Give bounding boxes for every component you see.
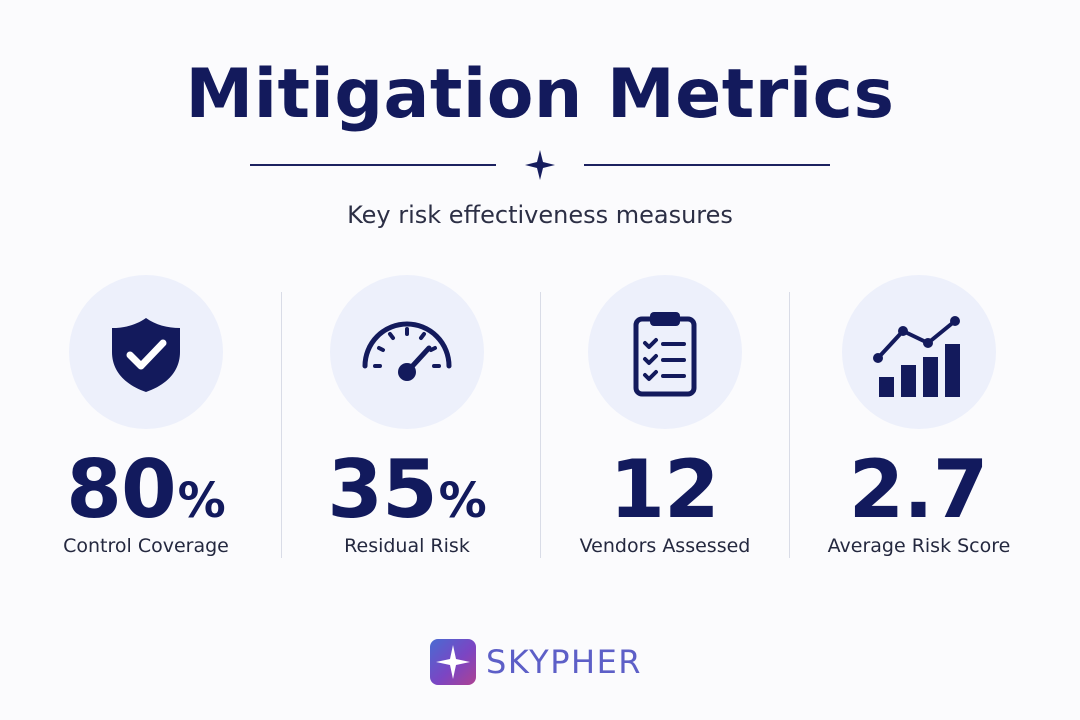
speedometer-gauge-icon [362, 321, 452, 381]
title-divider-right [584, 164, 830, 166]
column-separator [789, 292, 790, 558]
page-title: Mitigation Metrics [185, 55, 895, 134]
bar-line-chart-icon [873, 316, 960, 397]
metric-unit: % [177, 473, 226, 529]
metric-label: Vendors Assessed [579, 535, 751, 557]
metric-number: 2.7 [848, 443, 989, 536]
metric-unit: % [438, 473, 487, 529]
metric-value: 35% [282, 441, 532, 561]
icon-circle [588, 275, 742, 429]
title-divider-left [250, 164, 496, 166]
metric-label: Average Risk Score [827, 535, 1011, 557]
metric-value: 80% [21, 441, 271, 561]
metric-number: 12 [609, 443, 719, 536]
metric-label: Residual Risk [344, 535, 470, 557]
brand-footer: SKYPHER [430, 639, 690, 685]
icon-circle [69, 275, 223, 429]
clipboard-checklist-icon [633, 312, 697, 397]
metric-number: 35 [327, 443, 437, 536]
icon-circle [842, 275, 996, 429]
metric-label: Control Coverage [63, 535, 229, 557]
metric-value: 2.7 [794, 441, 1044, 561]
column-separator [281, 292, 282, 558]
icon-circle [330, 275, 484, 429]
metric-card-residual-risk: 35% Residual Risk [282, 275, 532, 575]
page-subtitle: Key risk effectiveness measures [347, 201, 733, 229]
star-logo-icon [436, 645, 470, 679]
brand-name: SKYPHER [486, 643, 643, 681]
four-point-star-icon [525, 150, 555, 180]
metric-number: 80 [66, 443, 176, 536]
metric-card-average-risk-score: 2.7 Average Risk Score [794, 275, 1044, 575]
metric-card-control-coverage: 80% Control Coverage [21, 275, 271, 575]
metric-value: 12 [540, 441, 790, 561]
metric-card-vendors-assessed: 12 Vendors Assessed [540, 275, 790, 575]
column-separator [540, 292, 541, 558]
shield-check-icon [112, 318, 180, 392]
brand-logo [430, 639, 476, 685]
